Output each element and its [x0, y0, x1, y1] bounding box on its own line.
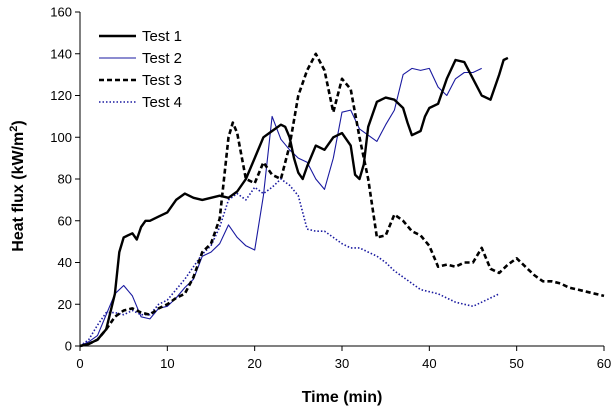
x-tick-label: 10: [160, 356, 174, 371]
legend-label-test-4: Test 4: [142, 94, 182, 111]
legend: Test 1 Test 2 Test 3 Test 4: [99, 28, 182, 111]
y-tick-label: 160: [50, 5, 72, 20]
y-axis-title: Heat flux (kW/m2): [8, 120, 27, 251]
x-tick-label: 30: [335, 356, 349, 371]
y-tick-label: 60: [58, 213, 72, 228]
x-tick-label: 50: [509, 356, 523, 371]
x-axis-title: Time (min): [302, 389, 383, 406]
legend-label-test-2: Test 2: [142, 50, 182, 67]
x-tick-label: 60: [597, 356, 611, 371]
y-tick-label: 40: [58, 255, 72, 270]
series-line-test-3: [79, 52, 605, 348]
y-tick-label: 140: [50, 46, 72, 61]
y-tick-label: 0: [65, 339, 72, 354]
axes-layer: 0 20 40 60 80 100 120 140 160 0 10 20 30 40 50 60: [50, 5, 611, 372]
y-axis-title-sup: 2: [8, 126, 20, 132]
series-line-test-4: [79, 178, 500, 347]
x-tick-label: 40: [422, 356, 436, 371]
y-tick-label: 20: [58, 297, 72, 312]
y-tick-label: 120: [50, 88, 72, 103]
y-tick-label: 100: [50, 130, 72, 145]
series-line-test-2: [79, 67, 482, 347]
legend-label-test-1: Test 1: [142, 28, 182, 45]
y-axis-title-end: ): [10, 120, 27, 125]
x-tick-label: 0: [76, 356, 83, 371]
y-axis-title-main: Heat flux (kW/m: [10, 132, 27, 252]
series-layer: [79, 52, 605, 348]
y-tick-label: 80: [58, 172, 72, 187]
x-tick-label: 20: [247, 356, 261, 371]
legend-label-test-3: Test 3: [142, 72, 182, 89]
series-line-test-1: [79, 56, 509, 348]
